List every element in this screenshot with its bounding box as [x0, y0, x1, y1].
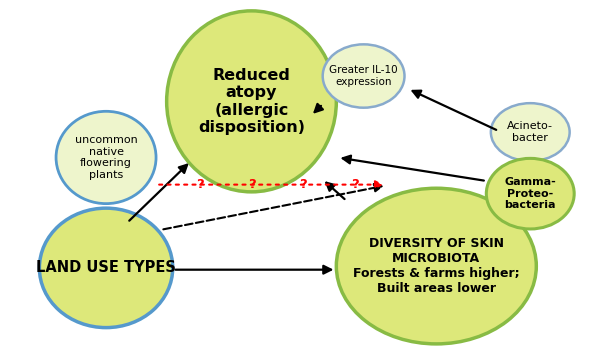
- Text: ?: ?: [248, 178, 255, 191]
- Ellipse shape: [486, 159, 574, 229]
- Text: Greater IL-10
expression: Greater IL-10 expression: [329, 65, 398, 87]
- Text: DIVERSITY OF SKIN
MICROBIOTA
Forests & farms higher;
Built areas lower: DIVERSITY OF SKIN MICROBIOTA Forests & f…: [353, 237, 519, 295]
- Ellipse shape: [322, 44, 405, 108]
- Text: ?: ?: [299, 178, 307, 191]
- Ellipse shape: [39, 208, 173, 328]
- Text: Gamma-
Proteo-
bacteria: Gamma- Proteo- bacteria: [504, 177, 556, 210]
- Text: Reduced
atopy
(allergic
disposition): Reduced atopy (allergic disposition): [198, 68, 305, 135]
- Ellipse shape: [491, 103, 570, 161]
- Ellipse shape: [336, 188, 536, 344]
- Text: Acineto-
bacter: Acineto- bacter: [507, 121, 553, 143]
- Text: ?: ?: [351, 178, 358, 191]
- Text: uncommon
native
flowering
plants: uncommon native flowering plants: [75, 135, 138, 180]
- Ellipse shape: [167, 11, 336, 192]
- Text: LAND USE TYPES: LAND USE TYPES: [36, 260, 176, 275]
- Ellipse shape: [56, 111, 156, 204]
- Text: ?: ?: [196, 178, 204, 191]
